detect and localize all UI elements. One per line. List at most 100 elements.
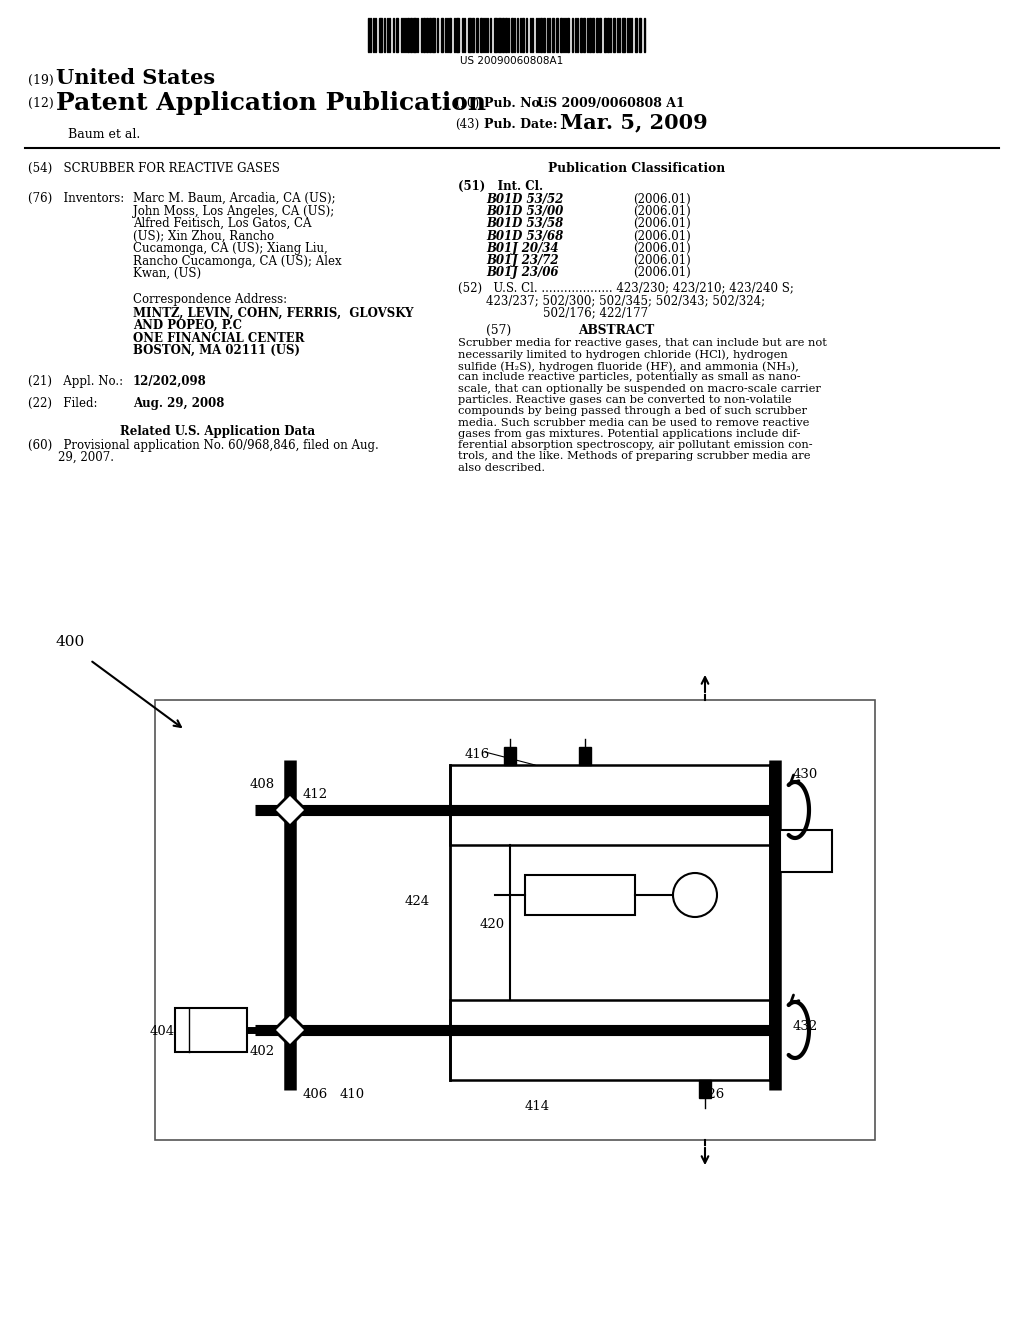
Text: Related U.S. Application Data: Related U.S. Application Data [120,425,315,437]
Bar [441,18,443,51]
Bar [583,18,585,51]
Text: (2006.01): (2006.01) [633,230,691,243]
Text: Alfred Feitisch, Los Gatos, CA: Alfred Feitisch, Los Gatos, CA [133,216,311,230]
Text: ONE FINANCIAL CENTER: ONE FINANCIAL CENTER [133,331,304,345]
Text: media. Such scrubber media can be used to remove reactive: media. Such scrubber media can be used t… [458,417,809,428]
Bar [622,18,625,51]
Text: Rancho Cucamonga, CA (US); Alex: Rancho Cucamonga, CA (US); Alex [133,255,342,268]
Text: 12/202,098: 12/202,098 [133,375,207,388]
Bar [379,18,382,51]
Bar [450,766,770,845]
Text: 402: 402 [250,1045,275,1059]
Bar [423,18,425,51]
Text: (2006.01): (2006.01) [633,267,691,280]
Text: (10): (10) [455,96,479,110]
Text: ferential absorption spectroscopy, air pollutant emission con-: ferential absorption spectroscopy, air p… [458,440,813,450]
Text: 422: 422 [610,880,635,894]
Bar [407,18,409,51]
Text: 502/176; 422/177: 502/176; 422/177 [543,306,648,319]
Text: (51)   Int. Cl.: (51) Int. Cl. [458,180,543,193]
Text: 434: 434 [784,834,809,847]
Text: (2006.01): (2006.01) [633,193,691,206]
Text: 420: 420 [480,917,505,931]
Bar [504,747,516,766]
Bar [596,18,598,51]
Circle shape [673,873,717,917]
Bar [511,18,513,51]
Text: Baum et al.: Baum et al. [68,128,140,141]
Text: 414: 414 [525,1100,550,1113]
Text: B01D 53/68: B01D 53/68 [486,230,563,243]
Bar [540,18,542,51]
Text: (2006.01): (2006.01) [633,253,691,267]
Bar [552,18,554,51]
Bar [579,747,591,766]
Bar [580,18,582,51]
Text: Aug. 29, 2008: Aug. 29, 2008 [133,396,224,409]
Polygon shape [274,1014,306,1045]
Text: Scrubber media for reactive gases, that can include but are not: Scrubber media for reactive gases, that … [458,338,826,348]
Bar [699,1080,711,1098]
Text: Publication Classification: Publication Classification [548,162,725,176]
Text: ABSTRACT: ABSTRACT [578,325,654,338]
Text: United States: United States [56,69,215,88]
Text: can include reactive particles, potentially as small as nano-: can include reactive particles, potentia… [458,372,801,383]
Text: (43): (43) [455,117,479,131]
Text: 29, 2007.: 29, 2007. [58,450,114,463]
Text: Mar. 5, 2009: Mar. 5, 2009 [560,112,708,132]
Text: (57): (57) [486,325,511,338]
Text: B01D 53/52: B01D 53/52 [486,193,563,206]
Text: scale, that can optionally be suspended on macro-scale carrier: scale, that can optionally be suspended … [458,384,821,393]
Bar [502,18,504,51]
Bar [592,18,594,51]
Text: AND POPEO, P.C: AND POPEO, P.C [133,319,242,333]
Bar [413,18,416,51]
Text: Pub. Date:: Pub. Date: [484,117,557,131]
Text: Cucamonga, CA (US); Xiang Liu,: Cucamonga, CA (US); Xiang Liu, [133,242,328,255]
Text: US 20090060808A1: US 20090060808A1 [461,55,563,66]
Text: 430: 430 [793,768,818,781]
Text: particles. Reactive gases can be converted to non-volatile: particles. Reactive gases can be convert… [458,395,792,405]
Bar [525,875,635,915]
Text: 416: 416 [465,748,490,762]
Bar [449,18,451,51]
Bar [635,18,637,51]
Text: 432: 432 [793,1020,818,1034]
Text: 404: 404 [150,1026,175,1038]
Bar [480,18,482,51]
Text: (21)   Appl. No.:: (21) Appl. No.: [28,375,123,388]
Text: (19): (19) [28,74,53,87]
Text: 412: 412 [303,788,328,801]
Text: (54)   SCRUBBER FOR REACTIVE GASES: (54) SCRUBBER FOR REACTIVE GASES [28,162,280,176]
Text: (12): (12) [28,96,53,110]
Text: B01J 20/34: B01J 20/34 [486,242,558,255]
Bar [505,18,507,51]
Polygon shape [274,795,306,826]
Text: Marc M. Baum, Arcadia, CA (US);: Marc M. Baum, Arcadia, CA (US); [133,191,336,205]
Bar [410,18,412,51]
Text: 424: 424 [406,895,430,908]
Bar [556,18,558,51]
Text: (2006.01): (2006.01) [633,242,691,255]
Bar [432,18,435,51]
Text: (2006.01): (2006.01) [633,205,691,218]
Bar [494,18,497,51]
Text: B01D 53/58: B01D 53/58 [486,218,563,231]
Bar [543,18,545,51]
Bar [589,18,591,51]
Bar [567,18,569,51]
Bar [607,18,609,51]
Text: 426: 426 [700,1088,725,1101]
Text: (76)   Inventors:: (76) Inventors: [28,191,124,205]
Text: B01D 53/00: B01D 53/00 [486,205,563,218]
Text: (52)   U.S. Cl. ................... 423/230; 423/210; 423/240 S;: (52) U.S. Cl. ................... 423/23… [458,282,794,296]
Bar [456,18,459,51]
Text: Patent Application Publication: Patent Application Publication [56,91,486,115]
Text: necessarily limited to hydrogen chloride (HCl), hydrogen: necessarily limited to hydrogen chloride… [458,350,787,360]
Bar [599,18,601,51]
Text: 408: 408 [250,777,275,791]
Bar [450,1001,770,1080]
Text: compounds by being passed through a bed of such scrubber: compounds by being passed through a bed … [458,407,807,416]
Bar [396,18,398,51]
Bar [426,18,428,51]
